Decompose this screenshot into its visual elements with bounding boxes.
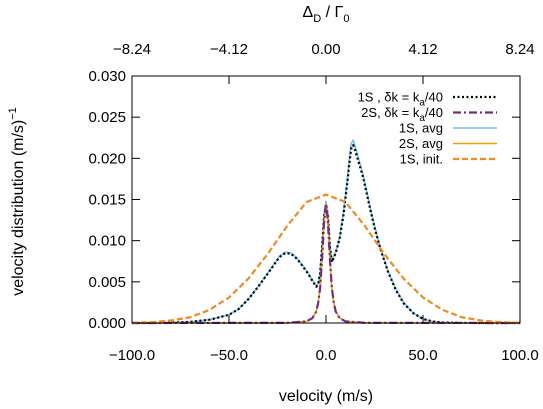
top-axis-label-sub-d: D <box>313 13 321 25</box>
series-line <box>131 193 521 324</box>
x-tick-label: 50.0 <box>408 347 437 364</box>
y-tick-label: 0.005 <box>88 274 126 291</box>
x-tick-label: 0.0 <box>316 347 337 364</box>
y-axis-label: velocity distribution (m/s)−1 <box>7 107 27 296</box>
x-axis-label: velocity (m/s) <box>279 388 373 405</box>
y-tick-label: 0.030 <box>88 68 126 85</box>
x-tick-label: −100.0 <box>109 347 155 364</box>
y-axis-label-exponent: −1 <box>7 107 19 120</box>
y-axis-label-main: velocity distribution (m/s) <box>10 120 27 296</box>
y-tick-label: 0.015 <box>88 192 126 209</box>
y-tick-label: 0.025 <box>88 109 126 126</box>
legend-label: 1S, init. <box>400 152 443 167</box>
x-tick-label: −50.0 <box>210 347 248 364</box>
top-axis-label-delta: Δ <box>303 4 314 21</box>
series-layer <box>131 139 521 325</box>
top-tick-label: 0.00 <box>311 41 340 58</box>
top-axis-label: ΔD / Γ0 <box>303 4 350 25</box>
top-tick-label: 8.24 <box>505 41 534 58</box>
y-tick-label: 0.020 <box>88 150 126 167</box>
legend-label: 2S, avg <box>399 136 443 151</box>
tick-layer: 0.000 0.005 0.010 0.015 0.020 0.025 0.030 −100.… <box>88 41 538 364</box>
x-tick-label: 100.0 <box>501 347 539 364</box>
y-tick-label: 0.010 <box>88 233 126 250</box>
y-tick-label: 0.000 <box>88 315 126 332</box>
top-tick-label: 4.12 <box>408 41 437 58</box>
legend-label: 1S, avg <box>399 121 443 136</box>
top-axis-label-sep: / Γ <box>321 4 343 21</box>
legend-label: 1S , δk = ka/40 <box>358 90 443 109</box>
top-tick-label: −8.24 <box>113 41 151 58</box>
top-axis-label-sub-0: 0 <box>343 13 349 25</box>
top-tick-label: −4.12 <box>210 41 248 58</box>
legend-label: 2S, δk = ka/40 <box>361 105 443 124</box>
series-line <box>131 202 521 325</box>
